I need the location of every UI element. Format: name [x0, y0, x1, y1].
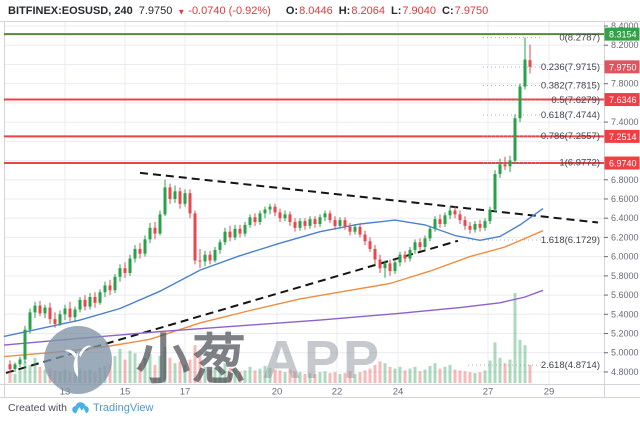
- price-badge-7.2514: 7.2514: [604, 129, 640, 143]
- open-label: O:: [285, 5, 299, 17]
- price-badge-7.6346: 7.6346: [604, 93, 640, 107]
- time-axis[interactable]: 13 15 17 20 22 24 27 29: [60, 387, 555, 398]
- svg-text:5.6000: 5.6000: [611, 290, 639, 300]
- svg-text:5.2000: 5.2000: [611, 329, 639, 339]
- svg-text:0.5(7.6279): 0.5(7.6279): [551, 95, 600, 106]
- moving-averages: [3, 208, 544, 358]
- low-label: L:: [390, 5, 402, 17]
- low-value: 7.9040: [402, 5, 437, 17]
- svg-text:5.4000: 5.4000: [611, 309, 639, 319]
- svg-text:6.6000: 6.6000: [611, 194, 639, 204]
- descending-resistance: [139, 171, 599, 224]
- svg-text:7.4000: 7.4000: [611, 117, 639, 127]
- chart-footer: Created with TradingView: [8, 402, 154, 414]
- price-change: -0.0740 (-0.92%): [188, 5, 271, 17]
- open-value: 8.0446: [299, 5, 333, 17]
- chart-legend: BITFINEX:EOSUSD, 240 7.9750 ▼ -0.0740 (-…: [8, 3, 488, 19]
- svg-text:1.618(6.1729): 1.618(6.1729): [541, 235, 600, 246]
- svg-text:8.2000: 8.2000: [611, 40, 639, 50]
- svg-text:0(8.2787): 0(8.2787): [559, 33, 600, 44]
- svg-text:20: 20: [272, 387, 283, 398]
- close-label: C:: [442, 5, 454, 17]
- svg-text:7.9750: 7.9750: [609, 62, 637, 72]
- svg-text:6.9740: 6.9740: [609, 159, 637, 169]
- down-arrow-icon: ▼: [177, 7, 186, 16]
- ma-slow-purple: [3, 289, 544, 346]
- fib-labels: 0(8.2787) 0.236(7.9715) 0.382(7.7815) 0.5(7…: [541, 33, 600, 371]
- svg-text:17: 17: [180, 387, 191, 398]
- fib-leader-lines: [468, 37, 542, 366]
- svg-text:0.236(7.9715): 0.236(7.9715): [541, 62, 600, 73]
- svg-text:8.3154: 8.3154: [609, 30, 637, 40]
- high-value: 8.2064: [351, 5, 385, 17]
- last-price-badge: 7.9750: [604, 60, 640, 74]
- svg-text:8.4000: 8.4000: [611, 21, 639, 31]
- svg-text:13: 13: [60, 387, 71, 398]
- svg-text:7.2514: 7.2514: [609, 132, 637, 142]
- svg-text:22: 22: [332, 387, 343, 398]
- svg-text:2.618(4.8714): 2.618(4.8714): [541, 360, 600, 371]
- chart-borders: [0, 21, 640, 398]
- svg-text:6.8000: 6.8000: [611, 175, 639, 185]
- svg-text:7.6346: 7.6346: [609, 95, 637, 105]
- svg-text:0.382(7.7815): 0.382(7.7815): [541, 80, 600, 91]
- svg-text:4.8000: 4.8000: [611, 367, 639, 377]
- svg-text:24: 24: [393, 387, 404, 398]
- svg-text:15: 15: [120, 387, 131, 398]
- last-price: 7.9750: [138, 5, 173, 17]
- svg-text:6.0000: 6.0000: [611, 252, 639, 262]
- svg-text:5.8000: 5.8000: [611, 271, 639, 281]
- svg-text:0.618(7.4744): 0.618(7.4744): [541, 110, 600, 121]
- candlestick-series[interactable]: [8, 37, 532, 373]
- close-value: 7.9750: [454, 5, 489, 17]
- svg-text:29: 29: [544, 387, 555, 398]
- tradingview-logo-icon: [72, 402, 89, 414]
- svg-text:1(6.9772): 1(6.9772): [559, 158, 600, 169]
- tradingview-brand-link[interactable]: TradingView: [92, 402, 154, 414]
- svg-text:5.0000: 5.0000: [611, 348, 639, 358]
- high-label: H:: [338, 5, 351, 17]
- price-axis[interactable]: 8.4000 8.2000 7.8000 7.4000 6.8000 6.6000 6.40…: [604, 21, 640, 377]
- price-badge-6.9740: 6.9740: [604, 156, 640, 170]
- svg-text:7.8000: 7.8000: [611, 79, 639, 89]
- svg-text:0.786(7.2557): 0.786(7.2557): [541, 131, 600, 142]
- trendlines: [5, 171, 599, 374]
- svg-text:6.2000: 6.2000: [611, 232, 639, 242]
- svg-text:27: 27: [483, 387, 494, 398]
- ma-fast-blue: [3, 208, 544, 338]
- symbol-interval: BITFINEX:EOSUSD, 240: [8, 5, 133, 17]
- created-with-text: Created with: [8, 402, 67, 414]
- svg-text:6.4000: 6.4000: [611, 213, 639, 223]
- price-badge-8.3154: 8.3154: [604, 27, 640, 41]
